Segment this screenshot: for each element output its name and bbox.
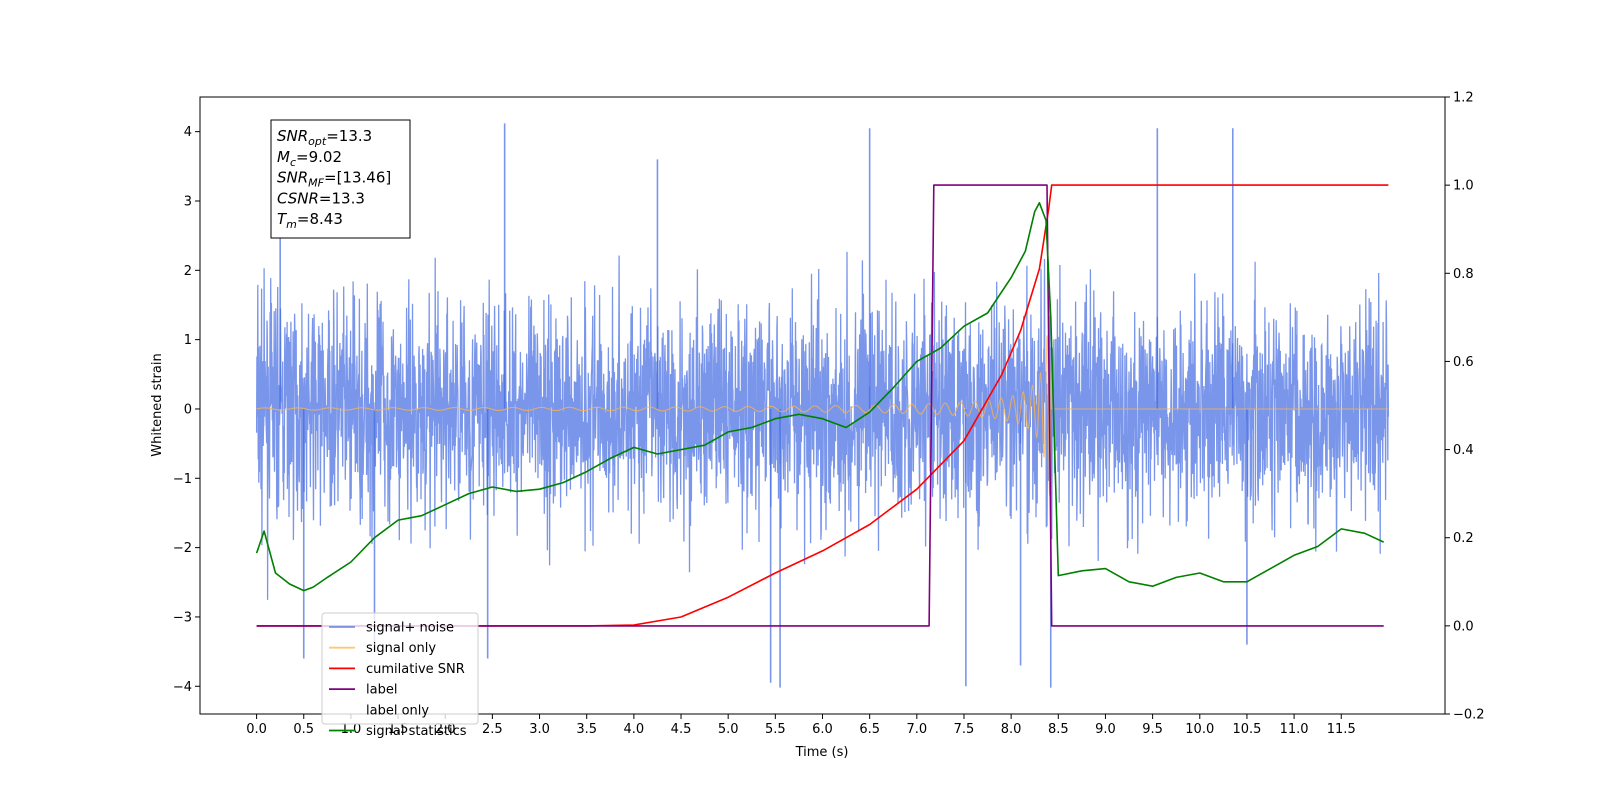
info-line: CSNR=13.3	[277, 189, 365, 207]
x-axis: 0.0 0.5 1.0 1.5 2.0 2.5 3.0 3.5 4.0 4.5 5.0 5.5 6.0 6…	[246, 714, 1356, 737]
x-tick-label: 9.5	[1142, 722, 1163, 737]
x-tick-label: 6.0	[812, 722, 833, 737]
y-left-tick-label: −4	[173, 680, 192, 695]
legend: signal+ noise signal only cumilative SNR la…	[321, 612, 479, 739]
legend-frame	[321, 612, 479, 725]
y-left-tick-label: −2	[173, 541, 192, 556]
series-signal-only	[256, 335, 1389, 496]
legend-entry: cumilative SNR	[366, 662, 465, 677]
x-tick-label: 2.5	[482, 722, 503, 737]
series-cumilative-snr	[256, 184, 1389, 627]
y-right-tick-label: 0.2	[1453, 531, 1474, 546]
y-left-tick-label: 2	[184, 264, 192, 279]
y-right-tick-label: 0.4	[1453, 443, 1474, 458]
x-tick-label: 4.5	[671, 722, 692, 737]
info-box-frame	[270, 119, 411, 239]
y-right-tick-label: 0.8	[1453, 267, 1474, 282]
info-line: SNRMF=[13.46]	[277, 169, 391, 190]
series-label	[256, 184, 1384, 627]
info-line: Tm=8.43	[277, 210, 343, 231]
y-right-tick-label: −0.2	[1453, 708, 1485, 723]
x-tick-label: 7.5	[954, 722, 975, 737]
x-tick-label: 10.5	[1232, 722, 1261, 737]
series-signal-noise	[255, 251, 1390, 600]
x-tick-label: 4.0	[624, 722, 645, 737]
x-tick-label: 9.0	[1095, 722, 1116, 737]
x-tick-label: 3.5	[576, 722, 597, 737]
y-right-tick-label: 0.0	[1453, 619, 1474, 634]
x-tick-label: 7.0	[906, 722, 927, 737]
y-axis-label: Whitened strain	[150, 353, 165, 456]
x-tick-label: 2.0	[435, 722, 456, 737]
info-box: SNRopt=13.3Mc=9.02SNRMF=[13.46]CSNR=13.3…	[270, 119, 411, 239]
x-tick-label: 8.5	[1048, 722, 1069, 737]
legend-entry: signal statistics	[366, 724, 467, 739]
x-tick-label: 1.0	[341, 722, 362, 737]
y-right-tick-label: 1.0	[1453, 179, 1474, 194]
x-tick-label: 5.5	[765, 722, 786, 737]
y-left-tick-label: 3	[184, 194, 192, 209]
info-line: SNRopt=13.3	[277, 127, 372, 148]
y-axis-right: 1.2 1.0 0.8 0.6 0.4 0.2 0.0 −0.2	[1445, 91, 1485, 723]
y-left-tick-label: −1	[173, 472, 192, 487]
series-layer	[255, 123, 1390, 688]
legend-entry: signal only	[366, 641, 436, 656]
x-tick-label: 8.0	[1001, 722, 1022, 737]
y-left-tick-label: 1	[184, 333, 192, 348]
y-left-tick-label: −3	[173, 610, 192, 625]
y-left-tick-label: 4	[184, 125, 192, 140]
x-tick-label: 5.0	[718, 722, 739, 737]
x-axis-label: Time (s)	[795, 745, 849, 760]
legend-entry: label	[366, 683, 397, 698]
series-signal-statistics	[255, 202, 1385, 592]
legend-entry: signal+ noise	[366, 621, 454, 636]
y-axis-left: 4 3 2 1 0 −1 −2 −3 −4	[173, 125, 200, 695]
y-right-tick-label: 1.2	[1453, 91, 1474, 106]
x-tick-label: 0.0	[246, 722, 267, 737]
y-right-tick-label: 0.6	[1453, 355, 1474, 370]
info-line: Mc=9.02	[277, 148, 342, 169]
legend-entry: label only	[366, 703, 429, 718]
x-tick-label: 11.0	[1280, 722, 1309, 737]
x-tick-label: 11.5	[1327, 722, 1356, 737]
x-tick-label: 6.5	[859, 722, 880, 737]
x-tick-label: 3.0	[529, 722, 550, 737]
y-left-tick-label: 0	[184, 402, 192, 417]
x-tick-label: 1.5	[388, 722, 409, 737]
x-tick-label: 0.5	[293, 722, 314, 737]
x-tick-label: 10.0	[1185, 722, 1214, 737]
